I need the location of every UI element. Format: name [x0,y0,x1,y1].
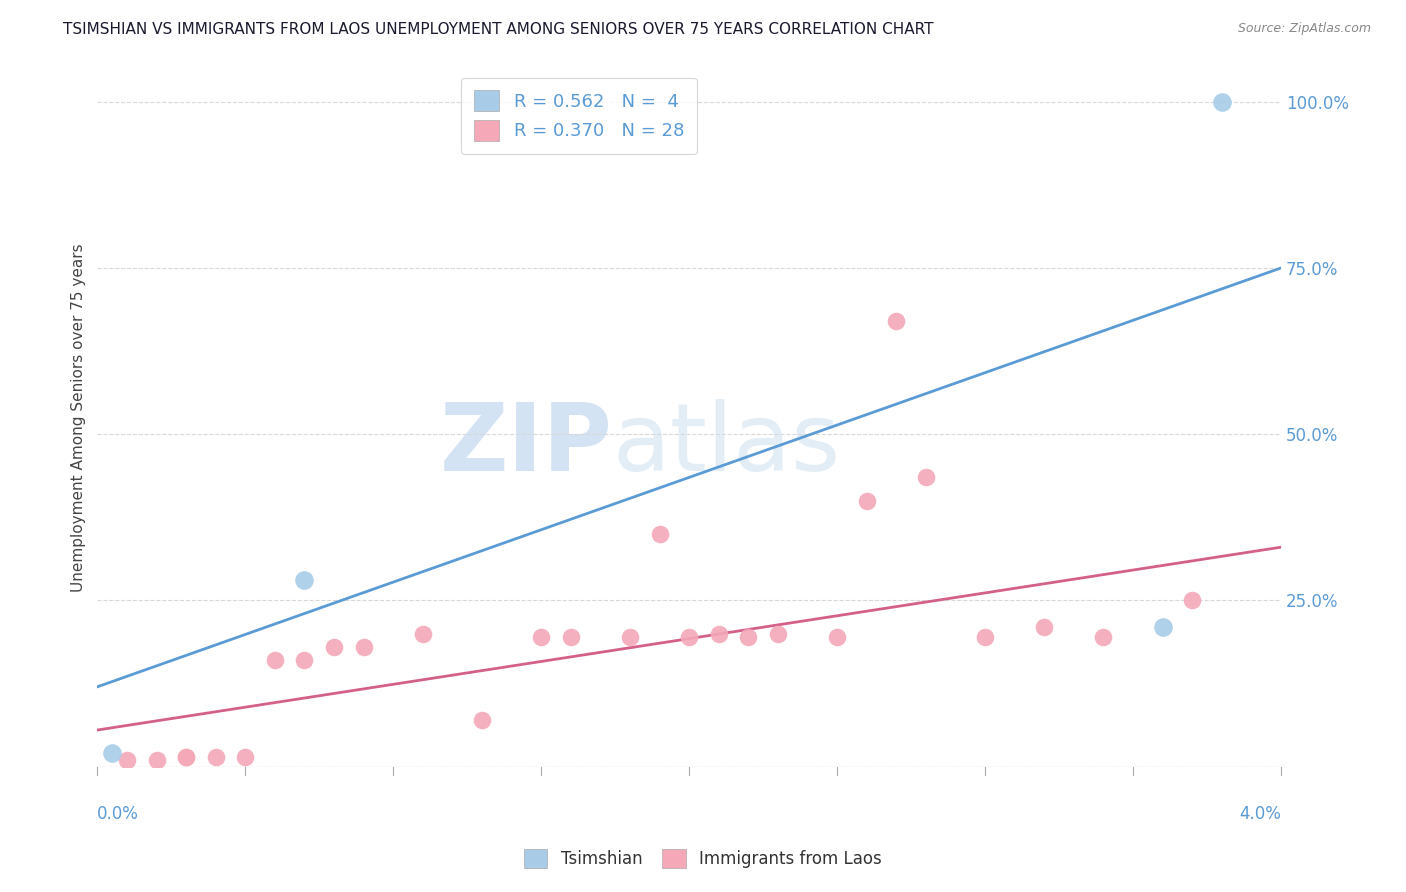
Y-axis label: Unemployment Among Seniors over 75 years: Unemployment Among Seniors over 75 years [72,244,86,592]
Point [884,314,907,328]
Point [471,713,494,727]
Point [115,753,138,767]
Point [1211,95,1233,109]
Point [353,640,375,654]
Point [294,574,316,588]
Point [1033,620,1056,634]
Point [678,630,700,644]
Point [825,630,848,644]
Text: ZIP: ZIP [439,400,612,491]
Point [233,749,256,764]
Point [1092,630,1115,644]
Point [648,527,671,541]
Legend: R = 0.562   N =  4, R = 0.370   N = 28: R = 0.562 N = 4, R = 0.370 N = 28 [461,78,697,153]
Point [560,630,582,644]
Point [204,749,226,764]
Point [323,640,346,654]
Point [1152,620,1174,634]
Point [737,630,759,644]
Text: atlas: atlas [612,400,841,491]
Point [264,653,287,667]
Point [101,747,124,761]
Text: 4.0%: 4.0% [1239,805,1281,823]
Point [412,626,434,640]
Point [619,630,641,644]
Point [707,626,730,640]
Text: TSIMSHIAN VS IMMIGRANTS FROM LAOS UNEMPLOYMENT AMONG SENIORS OVER 75 YEARS CORRE: TSIMSHIAN VS IMMIGRANTS FROM LAOS UNEMPL… [63,22,934,37]
Legend: Tsimshian, Immigrants from Laos: Tsimshian, Immigrants from Laos [517,842,889,875]
Point [145,753,167,767]
Point [855,493,877,508]
Point [915,470,938,484]
Text: 0.0%: 0.0% [97,805,139,823]
Point [294,653,316,667]
Point [174,749,197,764]
Point [766,626,789,640]
Point [174,749,197,764]
Text: Source: ZipAtlas.com: Source: ZipAtlas.com [1237,22,1371,36]
Point [1181,593,1204,607]
Point [974,630,997,644]
Point [530,630,553,644]
